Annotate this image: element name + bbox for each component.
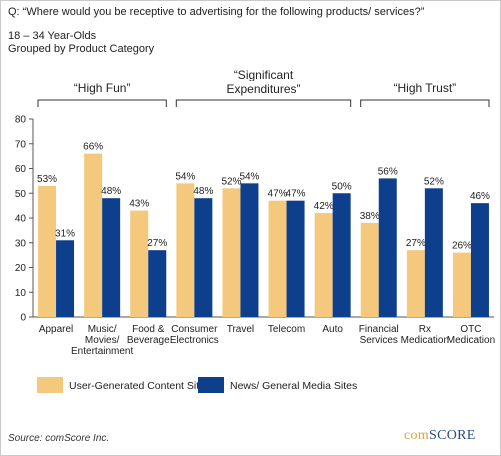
x-tick-label: Apparel <box>39 324 73 335</box>
bar-value-label: 48% <box>101 186 121 197</box>
x-tick-label: Entertainment <box>71 346 133 357</box>
x-tick-label: Music/ <box>88 324 117 335</box>
bar-value-label: 52% <box>221 176 241 187</box>
bar <box>424 188 443 317</box>
y-tick-label: 60 <box>15 164 27 175</box>
bar <box>378 178 397 317</box>
subtitle-line: Grouped by Product Category <box>8 43 155 55</box>
group-label: Expenditures” <box>226 82 300 96</box>
x-tick-label: Food & <box>132 324 165 335</box>
legend-label: User-Generated Content Sites <box>69 380 210 392</box>
bar-value-label: 48% <box>193 186 213 197</box>
bar <box>56 240 75 317</box>
bar <box>286 200 305 317</box>
logo-part2: SCORE <box>429 428 476 443</box>
bar-value-label: 52% <box>424 176 444 187</box>
bar <box>452 252 471 317</box>
bar-value-label: 46% <box>470 191 490 202</box>
subtitle-line: 18 – 34 Year-Olds <box>8 30 97 42</box>
bar-value-label: 43% <box>129 199 149 210</box>
bar <box>194 198 213 317</box>
bar <box>240 183 259 317</box>
group-bracket <box>175 99 352 107</box>
bar <box>470 203 489 317</box>
y-tick-label: 80 <box>15 115 27 126</box>
y-tick-label: 10 <box>15 288 27 299</box>
bar <box>130 210 149 317</box>
bar-value-label: 47% <box>268 189 288 200</box>
group-label-bg <box>218 81 309 97</box>
legend-swatch <box>198 377 224 393</box>
y-tick-label: 20 <box>15 263 27 274</box>
x-tick-label: OTC <box>460 324 481 335</box>
bar-value-label: 54% <box>239 171 259 182</box>
bar <box>176 183 195 317</box>
x-tick-label: Rx <box>419 324 431 335</box>
x-tick-label: Travel <box>227 324 254 335</box>
bar-value-label: 31% <box>55 228 75 239</box>
comscore-logo: comSCORE <box>404 428 476 444</box>
group-label: “Significant <box>234 68 294 82</box>
x-tick-label: Telecom <box>268 324 305 335</box>
bar-value-label: 38% <box>360 211 380 222</box>
bar-value-label: 42% <box>314 201 334 212</box>
bar <box>332 193 351 317</box>
bar-value-label: 66% <box>83 142 103 153</box>
group-bracket <box>360 99 490 107</box>
group-label: “High Trust” <box>394 81 457 95</box>
bar-value-label: 53% <box>37 174 57 185</box>
x-tick-label: Medication <box>447 335 495 346</box>
bar <box>38 185 57 317</box>
bar <box>314 213 333 317</box>
x-tick-label: Auto <box>322 324 343 335</box>
y-tick-label: 30 <box>15 238 27 249</box>
group-bracket <box>37 99 167 107</box>
x-tick-label: Movies/ <box>85 335 120 346</box>
x-tick-label: Consumer <box>171 324 218 335</box>
bar <box>148 250 167 317</box>
bar <box>222 188 241 317</box>
logo-part1: com <box>404 428 430 443</box>
chart-subtitle: 18 – 34 Year-Olds Grouped by Product Cat… <box>8 30 154 56</box>
chart-question: Q: “Where would you be receptive to adve… <box>8 6 425 18</box>
bar-value-label: 26% <box>452 241 472 252</box>
bar-value-label: 47% <box>286 189 306 200</box>
x-tick-label: Services <box>360 335 398 346</box>
bar-value-label: 27% <box>147 238 167 249</box>
y-tick-label: 50 <box>15 189 27 200</box>
bar <box>84 153 103 317</box>
group-label-bg <box>67 80 138 96</box>
x-tick-label: Financial <box>359 324 399 335</box>
group-label-bg <box>383 80 467 96</box>
bar-value-label: 27% <box>406 238 426 249</box>
y-tick-label: 40 <box>15 214 27 225</box>
y-tick-label: 0 <box>20 313 26 324</box>
bar-value-label: 54% <box>175 171 195 182</box>
x-tick-label: Beverage <box>127 335 170 346</box>
x-tick-label: Medication <box>401 335 449 346</box>
group-label: “High Fun” <box>74 81 131 95</box>
bar <box>406 250 425 317</box>
bar <box>360 222 379 317</box>
x-tick-label: Electronics <box>170 335 219 346</box>
bar <box>102 198 121 317</box>
legend-label: News/ General Media Sites <box>230 380 357 392</box>
source-note: Source: comScore Inc. <box>8 433 110 444</box>
bar-value-label: 56% <box>378 166 398 177</box>
bar <box>268 200 287 317</box>
legend-swatch <box>37 377 63 393</box>
bar-value-label: 50% <box>332 181 352 192</box>
y-tick-label: 70 <box>15 139 27 150</box>
